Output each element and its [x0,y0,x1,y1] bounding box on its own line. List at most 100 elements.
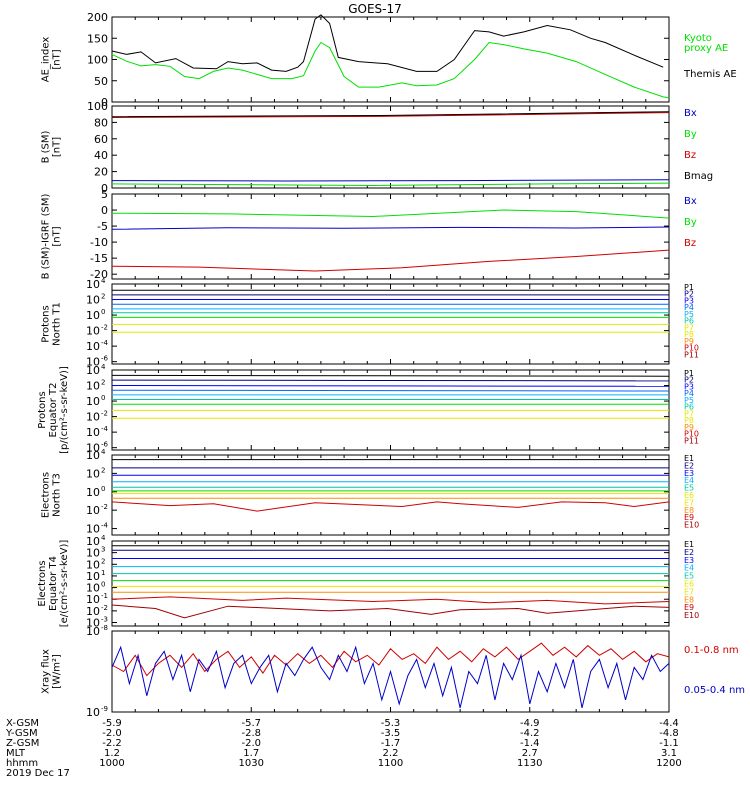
x-axis-value: -1.1 [659,738,679,749]
series-0-1-0-8-nm [111,642,670,677]
y-axis-label: Xray flux [41,649,52,694]
x-axis-value: 1.7 [243,748,259,759]
series-p4 [111,389,670,392]
y-tick-label: 10 [86,395,100,408]
series-bz [111,112,670,118]
y-tick-label: 10 [86,426,100,439]
series-label: P10 [684,430,699,439]
y-tick-label: 10 [86,605,100,618]
series-label: By [684,217,697,228]
series-label: E10 [684,521,699,530]
y-tick-exponent: 3 [101,546,105,554]
x-axis-value: -4.4 [659,718,679,729]
y-tick-exponent: -8 [101,624,108,632]
y-tick-exponent: 2 [101,379,105,387]
y-tick-exponent: 4 [101,534,106,542]
series-label: E1 [684,540,694,549]
y-tick-label: 10 [86,558,100,571]
x-axis-labels: X-GSM -5.9 -5.7 -5.3 -4.9 -4.4Y-GSM -2.0 -2.8 -3… [5,718,682,779]
series-label: P11 [684,350,699,359]
y-axis-label: [nT] [52,226,63,246]
series-label: P2 [684,376,694,385]
series-label: E5 [684,572,694,581]
series-label: P6 [684,403,694,412]
y-tick-exponent: 4 [101,277,106,285]
series-label: P11 [684,436,699,445]
series-label: E3 [684,556,694,565]
series-label: P8 [684,330,694,339]
x-axis-value: -2.2 [102,738,122,749]
series-label: E6 [684,491,694,500]
series-label: Bmag [684,171,713,182]
y-tick-label: 10 [86,535,100,548]
y-tick-exponent: -1 [101,592,108,600]
series-label: E2 [684,461,694,470]
x-axis-row-label: Y-GSM [5,728,38,739]
panel-frame [111,105,670,189]
series-label: P1 [684,369,694,378]
y-tick-label: 50 [94,75,108,88]
x-axis-value: 3.1 [661,748,677,759]
series-label: 0.1-0.8 nm [684,645,739,656]
x-axis-value: 1030 [239,758,264,769]
series-themis-ae [111,14,664,72]
y-tick-label: 0 [101,96,108,109]
y-tick-label: 10 [86,411,100,424]
x-axis-value: 2.2 [383,748,399,759]
y-tick-label: 40 [94,149,108,162]
series-label: proxy AE [684,43,728,54]
series-label: P5 [684,396,694,405]
y-tick-label: 10 [86,442,100,455]
y-axis-label: B (SM)-IGRF (SM) [41,194,52,280]
y-tick-label: -20 [90,268,108,281]
series-label: E7 [684,498,694,507]
series-label: E9 [684,513,694,522]
y-tick-label: -15 [90,252,108,265]
x-axis-value: -3.5 [381,728,401,739]
y-tick-exponent: 4 [101,448,106,456]
panel-frame [111,540,670,627]
series-p3 [111,385,670,387]
y-tick-label: 10 [86,625,100,638]
x-axis-value: 1000 [99,758,124,769]
y-tick-exponent: 2 [101,466,105,474]
y-axis-label: Electrons [37,560,48,606]
series-label: Bz [684,238,696,249]
x-axis-value: 1.2 [104,748,120,759]
series-label: P2 [684,290,694,299]
series-label: P4 [684,303,694,312]
y-tick-exponent: -2 [101,410,108,418]
y-axis-label: [nT] [52,137,63,157]
y-tick-label: 100 [87,100,108,113]
y-tick-exponent: 0 [101,581,105,589]
series-label: P6 [684,317,694,326]
series-label: 0.05-0.4 nm [684,685,745,696]
series-label: E8 [684,595,694,604]
y-tick-label: 10 [86,467,100,480]
y-axis-label: Equator T4 [48,556,59,611]
y-tick-label: 10 [86,364,100,377]
series-label: P4 [684,389,694,398]
x-axis-value: -2.8 [241,728,261,739]
series-label: E5 [684,484,694,493]
y-tick-label: 200 [87,11,108,24]
series-label: P10 [684,344,699,353]
series-label: P3 [684,296,694,305]
y-tick-exponent: 0 [101,485,105,493]
panel-3: 5 0 -5 -10 -15 -20 B (SM)-IGRF (SM) [nT] Bx By Bz [41,188,697,281]
x-axis-row-label: X-GSM [6,718,39,729]
y-axis-label: North T1 [52,302,63,346]
y-tick-label: 10 [86,706,100,719]
series-label: E2 [684,548,694,557]
series-label: By [684,129,697,140]
series-label: E8 [684,506,694,515]
x-axis-value: -4.8 [659,728,679,739]
series-e9 [111,596,670,605]
panel-frame [111,193,670,280]
y-tick-label: 100 [87,54,108,67]
